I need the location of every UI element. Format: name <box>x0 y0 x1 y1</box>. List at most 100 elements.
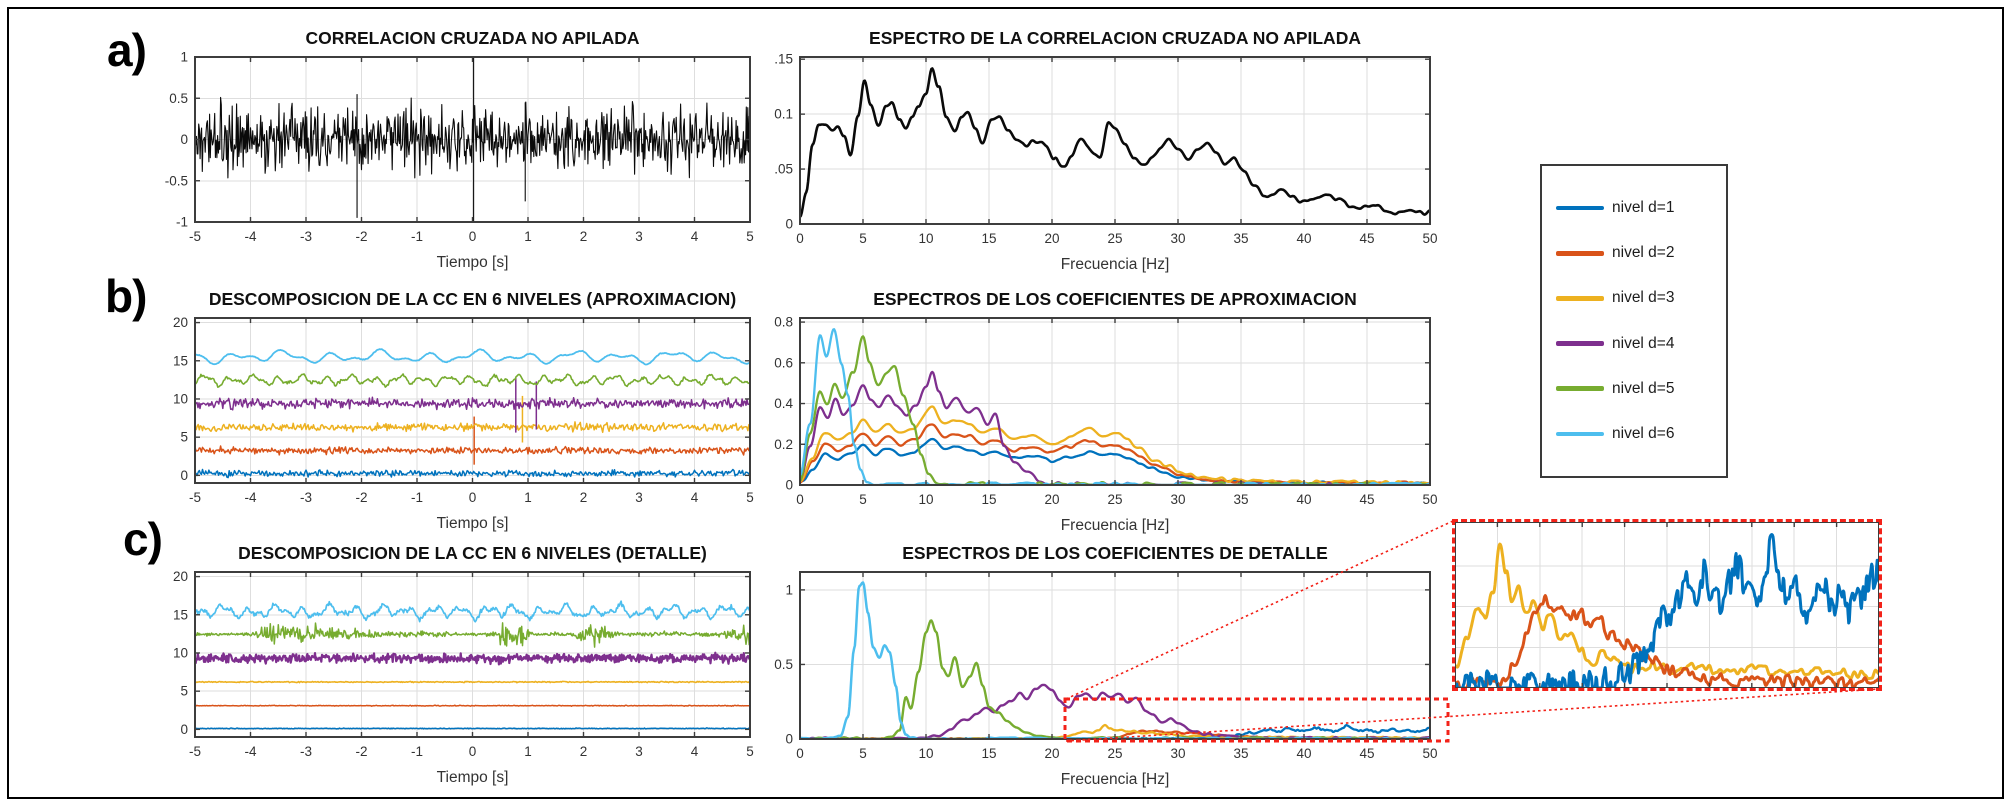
legend-label: nivel d=4 <box>1612 334 1675 352</box>
x-tick-label: 4 <box>691 744 699 759</box>
y-tick-label: 0.4 <box>774 396 793 411</box>
series-nivel-d-6 <box>195 348 750 366</box>
x-tick-label: 5 <box>859 231 867 246</box>
chart-approximation-decomposition: -5 -4 -3 -2 -1 0 1 2 3 4 5 0 5 10 15 20 DESCOMPOSICION D… <box>120 283 765 549</box>
x-tick-label: 35 <box>1233 231 1248 246</box>
x-tick-label: 30 <box>1170 746 1185 761</box>
x-tick-label: -4 <box>244 744 256 759</box>
x-tick-label: 50 <box>1422 746 1437 761</box>
y-tick-label: 0.5 <box>774 657 793 672</box>
figure-border <box>7 7 2004 799</box>
y-tick-label: 20 <box>173 569 188 584</box>
x-tick-label: 25 <box>1107 231 1122 246</box>
x-tick-label: 5 <box>746 490 754 505</box>
x-tick-label: 15 <box>981 746 996 761</box>
y-tick-label: 0 <box>180 722 188 737</box>
x-tick-label: 1 <box>524 229 532 244</box>
chart-title: ESPECTROS DE LOS COEFICIENTES DE APROXIM… <box>873 289 1357 309</box>
x-tick-label: 2 <box>580 229 588 244</box>
legend-line-swatch <box>1556 205 1604 211</box>
x-tick-label: -4 <box>244 229 256 244</box>
series-correlacion-cruzada <box>195 96 750 179</box>
x-tick-label: 0 <box>796 231 804 246</box>
x-tick-label: 25 <box>1107 746 1122 761</box>
x-tick-label: 0 <box>796 492 804 507</box>
x-tick-label: -5 <box>189 229 201 244</box>
chart-detail-spectra: 0 5 10 15 20 25 30 35 40 45 50 0 0.5 1 ESPECTROS DE LO… <box>725 537 1445 809</box>
series-nivel-d-2 <box>1455 594 1879 688</box>
panel-label-b: b) <box>105 270 147 322</box>
y-tick-label: 10 <box>173 391 188 406</box>
legend-line-swatch <box>1556 341 1604 346</box>
y-tick-label: -1 <box>176 215 188 230</box>
x-tick-label: 1 <box>524 490 532 505</box>
x-tick-label: 20 <box>1044 492 1059 507</box>
x-tick-label: 0 <box>469 229 477 244</box>
aprox_spec-svg: 0 5 10 15 20 25 30 35 40 45 50 0 0.2 0.4 0.6 0.8 ESPECTR… <box>774 289 1437 534</box>
y-tick-label: 10 <box>173 645 188 660</box>
cc_time-svg: -5 -4 -3 -2 -1 0 1 2 3 4 5 -1 -0.5 0 0.5 1 CORRELACION C… <box>165 28 754 271</box>
y-tick-label: 1 <box>180 50 188 65</box>
series-nivel-d-6 <box>195 600 750 623</box>
legend-line-swatch <box>1556 431 1604 437</box>
series-nivel-d-1 <box>195 727 750 730</box>
series-nivel-d-3 <box>800 405 1430 485</box>
x-tick-label: 5 <box>746 744 754 759</box>
chart-cross-correlation-spectrum: 0 5 10 15 20 25 30 35 40 45 50 0 .05 0.1 .15 ESPECTRO D… <box>725 22 1445 294</box>
x-axis-label: Frecuencia [Hz] <box>1061 256 1170 273</box>
legend-label: nivel d=2 <box>1612 244 1675 262</box>
y-tick-label: 15 <box>173 607 188 622</box>
series-nivel-d-2 <box>195 445 750 456</box>
det_spec-svg: 0 5 10 15 20 25 30 35 40 45 50 0 0.5 1 ESPECTROS DE LO… <box>774 543 1437 788</box>
x-tick-label: 30 <box>1170 492 1185 507</box>
x-tick-label: 45 <box>1359 746 1374 761</box>
x-tick-label: 40 <box>1296 746 1311 761</box>
legend-box: nivel d=1 nivel d=2 nivel d=3 nivel d=4 nive… <box>1540 164 1728 478</box>
legend-item-2: nivel d=2 <box>1556 244 1726 262</box>
chart-title: ESPECTRO DE LA CORRELACION CRUZADA NO AP… <box>869 28 1361 48</box>
x-tick-label: -1 <box>411 229 423 244</box>
chart-title: DESCOMPOSICION DE LA CC EN 6 NIVELES (AP… <box>209 289 736 309</box>
x-tick-label: 20 <box>1044 231 1059 246</box>
legend-line-swatch <box>1556 386 1604 391</box>
legend-item-6: nivel d=6 <box>1556 425 1726 443</box>
x-tick-label: -2 <box>355 744 367 759</box>
y-tick-label: 5 <box>180 430 188 445</box>
x-tick-label: 10 <box>918 746 933 761</box>
x-axis-label: Frecuencia [Hz] <box>1061 771 1170 788</box>
x-tick-label: -5 <box>189 490 201 505</box>
x-tick-label: 40 <box>1296 231 1311 246</box>
legend-item-4: nivel d=4 <box>1556 335 1726 353</box>
y-tick-label: 5 <box>180 684 188 699</box>
x-tick-label: 5 <box>859 492 867 507</box>
y-tick-label: 0.1 <box>774 107 793 122</box>
x-tick-label: 30 <box>1170 231 1185 246</box>
x-tick-label: 45 <box>1359 492 1374 507</box>
x-tick-label: 3 <box>635 744 643 759</box>
legend-label: nivel d=3 <box>1612 289 1675 307</box>
x-tick-label: 20 <box>1044 746 1059 761</box>
x-tick-label: 5 <box>859 746 867 761</box>
y-tick-label: 0.8 <box>774 315 793 330</box>
series-nivel-d-4 <box>195 651 750 666</box>
y-tick-label: 0.5 <box>169 91 188 106</box>
cc_spec-svg: 0 5 10 15 20 25 30 35 40 45 50 0 .05 0.1 .15 ESPECTRO D… <box>774 28 1437 273</box>
y-tick-label: 20 <box>173 315 188 330</box>
aprox_time-svg: -5 -4 -3 -2 -1 0 1 2 3 4 5 0 5 10 15 20 DESCOMPOSICION D… <box>173 289 754 532</box>
x-tick-label: -2 <box>355 490 367 505</box>
y-tick-label: 0 <box>785 478 793 493</box>
y-tick-label: 0.6 <box>774 355 793 370</box>
chart-title: DESCOMPOSICION DE LA CC EN 6 NIVELES (DE… <box>238 543 707 563</box>
series-nivel-d-5 <box>195 373 750 388</box>
y-tick-label: .05 <box>774 162 793 177</box>
x-tick-label: 50 <box>1422 231 1437 246</box>
legend-item-1: nivel d=1 <box>1556 199 1726 217</box>
x-tick-label: -4 <box>244 490 256 505</box>
chart-approximation-spectra: 0 5 10 15 20 25 30 35 40 45 50 0 0.2 0.4 0.6 0.8 ESPECTR… <box>725 283 1445 555</box>
x-tick-label: -3 <box>300 490 312 505</box>
y-tick-label: 0 <box>785 732 793 747</box>
y-tick-label: 0 <box>785 217 793 232</box>
inset_zoom-svg <box>1455 522 1879 688</box>
x-tick-label: 50 <box>1422 492 1437 507</box>
panel-label-c: c) <box>123 513 163 565</box>
